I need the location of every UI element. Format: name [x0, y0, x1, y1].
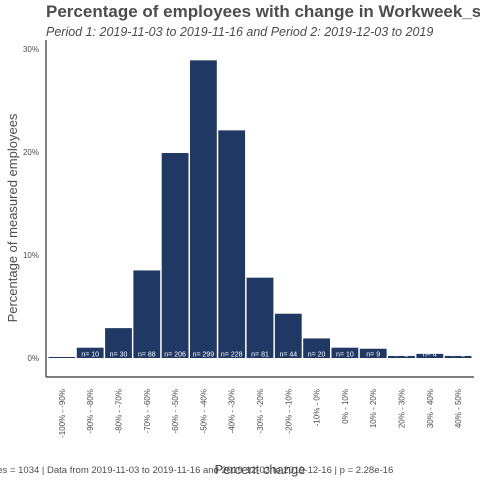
x-tick-label: 10% - 20% [369, 389, 378, 428]
bar-count-label: n= 81 [251, 352, 269, 359]
bar [359, 348, 387, 358]
x-tick-labels: -100% - -90% -90% - -80% -80% - -70% -70% -… [58, 389, 463, 438]
y-tick-label: 10% [23, 251, 39, 260]
bar [331, 347, 359, 358]
y-tick-label: 0% [27, 354, 39, 363]
bar [218, 130, 246, 358]
x-tick-label: -50% - -40% [199, 389, 208, 433]
bars-group: n= 1 n= 10 n= 30 n= 88 n= 206 n= 299 n= 228 n= … [48, 60, 472, 359]
bar [416, 353, 444, 358]
x-axis-title: Percent change [214, 462, 305, 477]
bar [303, 338, 330, 358]
bar-count-label: n= 228 [221, 352, 243, 359]
bar [190, 60, 217, 358]
bar-count-label: n= 88 [138, 352, 156, 359]
chart-subtitle: Period 1: 2019-11-03 to 2019-11-16 and P… [46, 25, 433, 39]
x-tick-label: 0% - 10% [341, 389, 350, 424]
bar-count-label: n= 10 [336, 352, 354, 359]
x-tick-label: -90% - -80% [86, 389, 95, 433]
x-tick-label: 40% - 50% [454, 389, 463, 428]
x-tick-label: -60% - -50% [171, 389, 180, 433]
x-tick-label: 30% - 40% [426, 389, 435, 428]
bar-count-label: n= 2 [451, 352, 465, 359]
bar [388, 355, 415, 358]
bar [48, 356, 76, 358]
y-tick-labels: 0% 10% 20% 30% [23, 45, 39, 363]
bar-count-label: n= 10 [81, 352, 99, 359]
x-tick-label: -40% - -30% [228, 389, 237, 433]
bar [105, 328, 132, 358]
bar [444, 355, 472, 358]
x-tick-label: -10% - 0% [313, 389, 322, 426]
x-tick-label: -100% - -90% [58, 389, 67, 438]
x-tick-label: -20% - -10% [284, 389, 293, 433]
bar-count-label: n= 2 [395, 352, 409, 359]
chart-title: Percentage of employees with change in W… [46, 2, 480, 21]
x-tick-label: 20% - 30% [398, 389, 407, 428]
bar [76, 347, 104, 358]
x-tick-label: -70% - -60% [143, 389, 152, 433]
bar-count-label: n= 206 [164, 352, 186, 359]
bar [274, 313, 302, 358]
bar-count-label: n= 4 [423, 352, 437, 359]
y-tick-label: 30% [23, 45, 39, 54]
bar [246, 277, 274, 358]
y-tick-label: 20% [23, 148, 39, 157]
bar-count-label: n= 20 [308, 352, 326, 359]
chart-caption: ees = 1034 | Data from 2019-11-03 to 201… [0, 465, 393, 476]
bar [161, 153, 189, 358]
bar-count-label: n= 30 [110, 352, 128, 359]
bar-count-label: n= 9 [366, 352, 380, 359]
bar-count-label: n= 299 [193, 352, 215, 359]
x-tick-label: -30% - -20% [256, 389, 265, 433]
bar-count-label: n= 1 [55, 352, 69, 359]
bar [133, 270, 161, 358]
x-tick-label: -80% - -70% [115, 389, 124, 433]
bar-count-label: n= 44 [279, 352, 297, 359]
y-axis-title: Percentage of measured employees [5, 113, 20, 322]
